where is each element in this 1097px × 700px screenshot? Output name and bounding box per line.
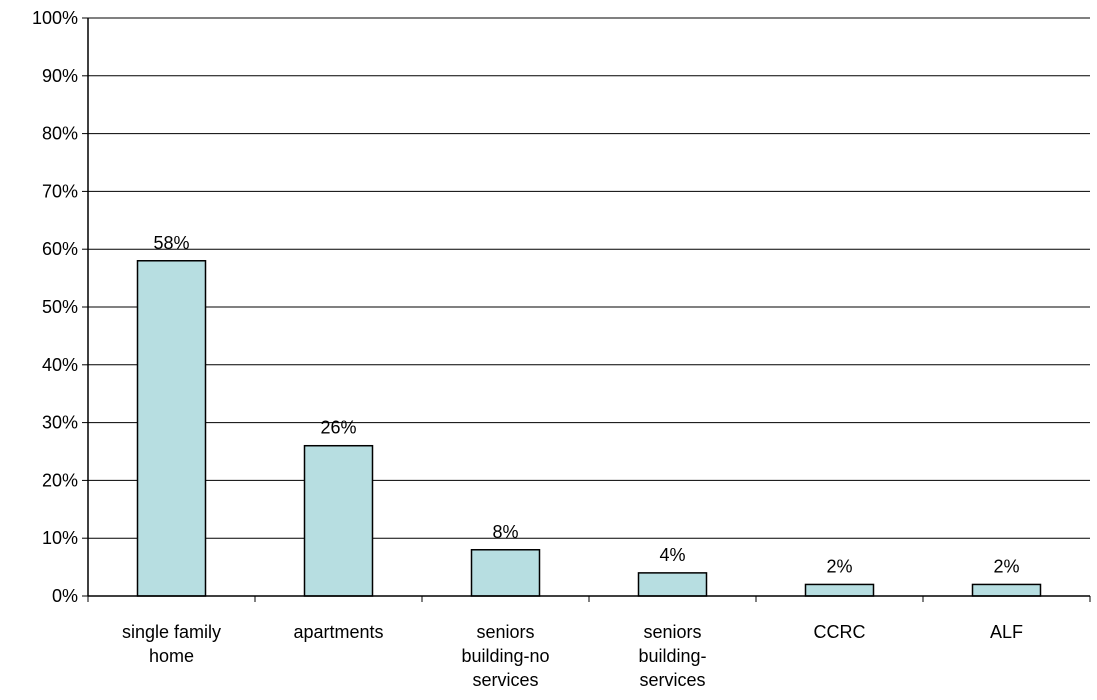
y-tick-label: 90% (42, 66, 78, 86)
x-tick-label: ALF (990, 622, 1023, 642)
x-axis (87, 18, 1091, 602)
x-tick-label: seniors building-no services (461, 622, 549, 690)
y-tick-label: 10% (42, 528, 78, 548)
bar (136, 260, 207, 597)
x-tick-label: apartments (293, 622, 383, 642)
y-tick-label: 20% (42, 470, 78, 490)
y-tick-label: 100% (32, 8, 78, 28)
y-tick-label: 70% (42, 181, 78, 201)
data-label: 58% (153, 233, 189, 253)
x-tick-label: CCRC (814, 622, 866, 642)
bar (303, 444, 374, 597)
x-tick-label: single family home (122, 622, 221, 666)
y-tick-label: 80% (42, 124, 78, 144)
bars (136, 260, 1042, 597)
data-label: 8% (492, 522, 518, 542)
bar (470, 549, 541, 597)
y-tick-label: 50% (42, 297, 78, 317)
bar (971, 583, 1042, 597)
data-labels: 58% 26% 8% 4% 2% 2% (153, 233, 1019, 577)
data-label: 2% (993, 556, 1019, 576)
gridlines (88, 17, 1090, 539)
data-label: 4% (659, 545, 685, 565)
y-axis-ticks: 0% 10% 20% 30% 40% 50% 60% 70% 80% 90% 100% (32, 8, 88, 606)
category-labels: single family home apartments seniors buildi… (122, 622, 1023, 690)
y-tick-label: 60% (42, 239, 78, 259)
y-tick-label: 40% (42, 355, 78, 375)
y-tick-label: 0% (52, 586, 78, 606)
data-label: 26% (320, 418, 356, 438)
x-tick-label: seniors building-services (638, 622, 706, 690)
y-tick-label: 30% (42, 413, 78, 433)
data-label: 2% (826, 556, 852, 576)
bar (804, 583, 875, 597)
bar (637, 572, 708, 597)
